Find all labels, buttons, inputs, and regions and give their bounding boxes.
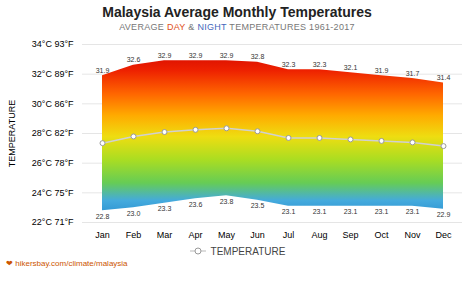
svg-text:32.6: 32.6: [127, 56, 141, 63]
svg-text:Mar: Mar: [157, 230, 173, 240]
svg-text:May: May: [218, 230, 236, 240]
svg-text:31.9: 31.9: [375, 67, 389, 74]
html-text:❤ hikersbay.com/climate/malays: ❤ hikersbay.com/climate/malaysia: [6, 259, 128, 268]
svg-text:32.3: 32.3: [282, 61, 296, 68]
svg-text:31.7: 31.7: [406, 70, 420, 77]
svg-text:23.3: 23.3: [158, 205, 172, 212]
svg-text:23.1: 23.1: [406, 208, 420, 215]
svg-text:31.4: 31.4: [437, 74, 451, 81]
svg-text:Feb: Feb: [126, 230, 142, 240]
svg-text:23.1: 23.1: [313, 208, 327, 215]
svg-text:Nov: Nov: [404, 230, 421, 240]
svg-text:Apr: Apr: [188, 230, 202, 240]
svg-text:23.1: 23.1: [344, 208, 358, 215]
svg-text:23.1: 23.1: [282, 208, 296, 215]
svg-text:34°C 93°F: 34°C 93°F: [32, 39, 74, 49]
svg-text:Dec: Dec: [435, 230, 452, 240]
svg-text:Sep: Sep: [342, 230, 358, 240]
svg-text:30°C 86°F: 30°C 86°F: [32, 99, 74, 109]
svg-text:28°C 82°F: 28°C 82°F: [32, 128, 74, 138]
svg-text:32.3: 32.3: [313, 61, 327, 68]
html-text:TEMPERATURE: TEMPERATURE: [210, 245, 286, 257]
svg-text:32.8: 32.8: [251, 53, 265, 60]
svg-text:22.8: 22.8: [96, 213, 110, 220]
svg-text:23.0: 23.0: [127, 210, 141, 217]
svg-text:32.9: 32.9: [220, 52, 234, 59]
svg-text:TEMPERATURE: TEMPERATURE: [7, 100, 17, 167]
svg-text:26°C 78°F: 26°C 78°F: [32, 158, 74, 168]
svg-text:23.5: 23.5: [251, 202, 265, 209]
svg-text:Aug: Aug: [311, 230, 327, 240]
svg-text:31.9: 31.9: [96, 67, 110, 74]
svg-text:32°C 89°F: 32°C 89°F: [32, 69, 74, 79]
svg-text:24°C 75°F: 24°C 75°F: [32, 188, 74, 198]
svg-text:Oct: Oct: [374, 230, 389, 240]
html-text:Malaysia Average Monthly Tempe: Malaysia Average Monthly Temperatures: [102, 4, 372, 20]
svg-text:Jun: Jun: [250, 230, 265, 240]
svg-text:Jul: Jul: [283, 230, 295, 240]
svg-text:23.1: 23.1: [375, 208, 389, 215]
svg-text:22.9: 22.9: [437, 211, 451, 218]
svg-text:32.1: 32.1: [344, 64, 358, 71]
svg-text:23.8: 23.8: [220, 198, 234, 205]
svg-text:32.9: 32.9: [189, 52, 203, 59]
svg-text:32.9: 32.9: [158, 52, 172, 59]
svg-text:Jan: Jan: [95, 230, 110, 240]
html-text:AVERAGE DAY & NIGHT TEMPERATUR: AVERAGE DAY & NIGHT TEMPERATURES 1961-20…: [119, 22, 355, 32]
svg-text:22°C 71°F: 22°C 71°F: [32, 217, 74, 227]
svg-text:23.6: 23.6: [189, 201, 203, 208]
